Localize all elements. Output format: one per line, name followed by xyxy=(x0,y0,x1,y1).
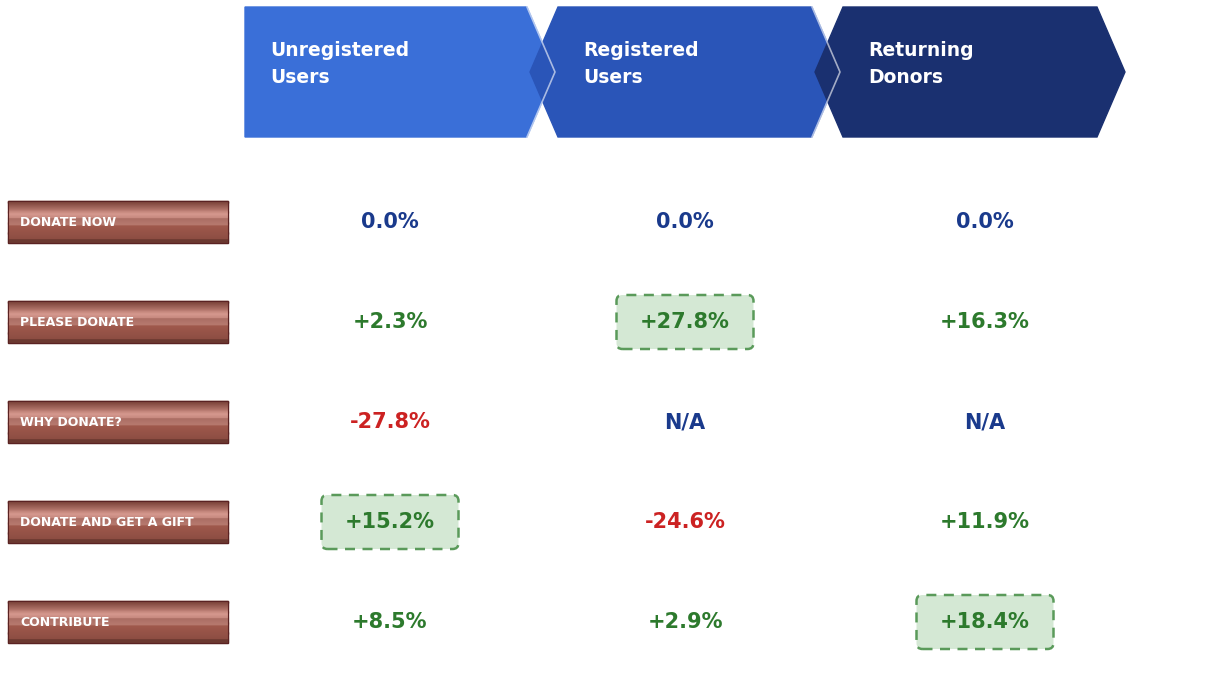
Text: 0.0%: 0.0% xyxy=(656,212,714,232)
Text: +11.9%: +11.9% xyxy=(941,512,1030,532)
Text: +18.4%: +18.4% xyxy=(941,612,1030,632)
Text: Returning
Donors: Returning Donors xyxy=(868,41,973,87)
Text: DONATE NOW: DONATE NOW xyxy=(21,216,116,228)
Text: Unregistered
Users: Unregistered Users xyxy=(270,41,410,87)
Text: WHY DONATE?: WHY DONATE? xyxy=(21,415,122,428)
Text: +16.3%: +16.3% xyxy=(941,312,1030,332)
Text: 0.0%: 0.0% xyxy=(361,212,419,232)
Text: -24.6%: -24.6% xyxy=(645,512,726,532)
Text: DONATE AND GET A GIFT: DONATE AND GET A GIFT xyxy=(21,516,194,529)
Polygon shape xyxy=(245,7,555,137)
Text: +8.5%: +8.5% xyxy=(353,612,428,632)
Text: 0.0%: 0.0% xyxy=(956,212,1014,232)
FancyBboxPatch shape xyxy=(321,495,458,549)
Text: PLEASE DONATE: PLEASE DONATE xyxy=(21,316,135,329)
Text: +27.8%: +27.8% xyxy=(640,312,730,332)
Polygon shape xyxy=(530,7,840,137)
Text: +15.2%: +15.2% xyxy=(345,512,435,532)
Text: +2.9%: +2.9% xyxy=(647,612,722,632)
FancyBboxPatch shape xyxy=(617,295,754,349)
Text: Registered
Users: Registered Users xyxy=(583,41,698,87)
Text: -27.8%: -27.8% xyxy=(349,412,430,432)
Text: +2.3%: +2.3% xyxy=(353,312,428,332)
Text: CONTRIBUTE: CONTRIBUTE xyxy=(21,615,109,629)
FancyBboxPatch shape xyxy=(916,595,1053,649)
Polygon shape xyxy=(814,7,1125,137)
Text: N/A: N/A xyxy=(965,412,1006,432)
Text: N/A: N/A xyxy=(664,412,705,432)
